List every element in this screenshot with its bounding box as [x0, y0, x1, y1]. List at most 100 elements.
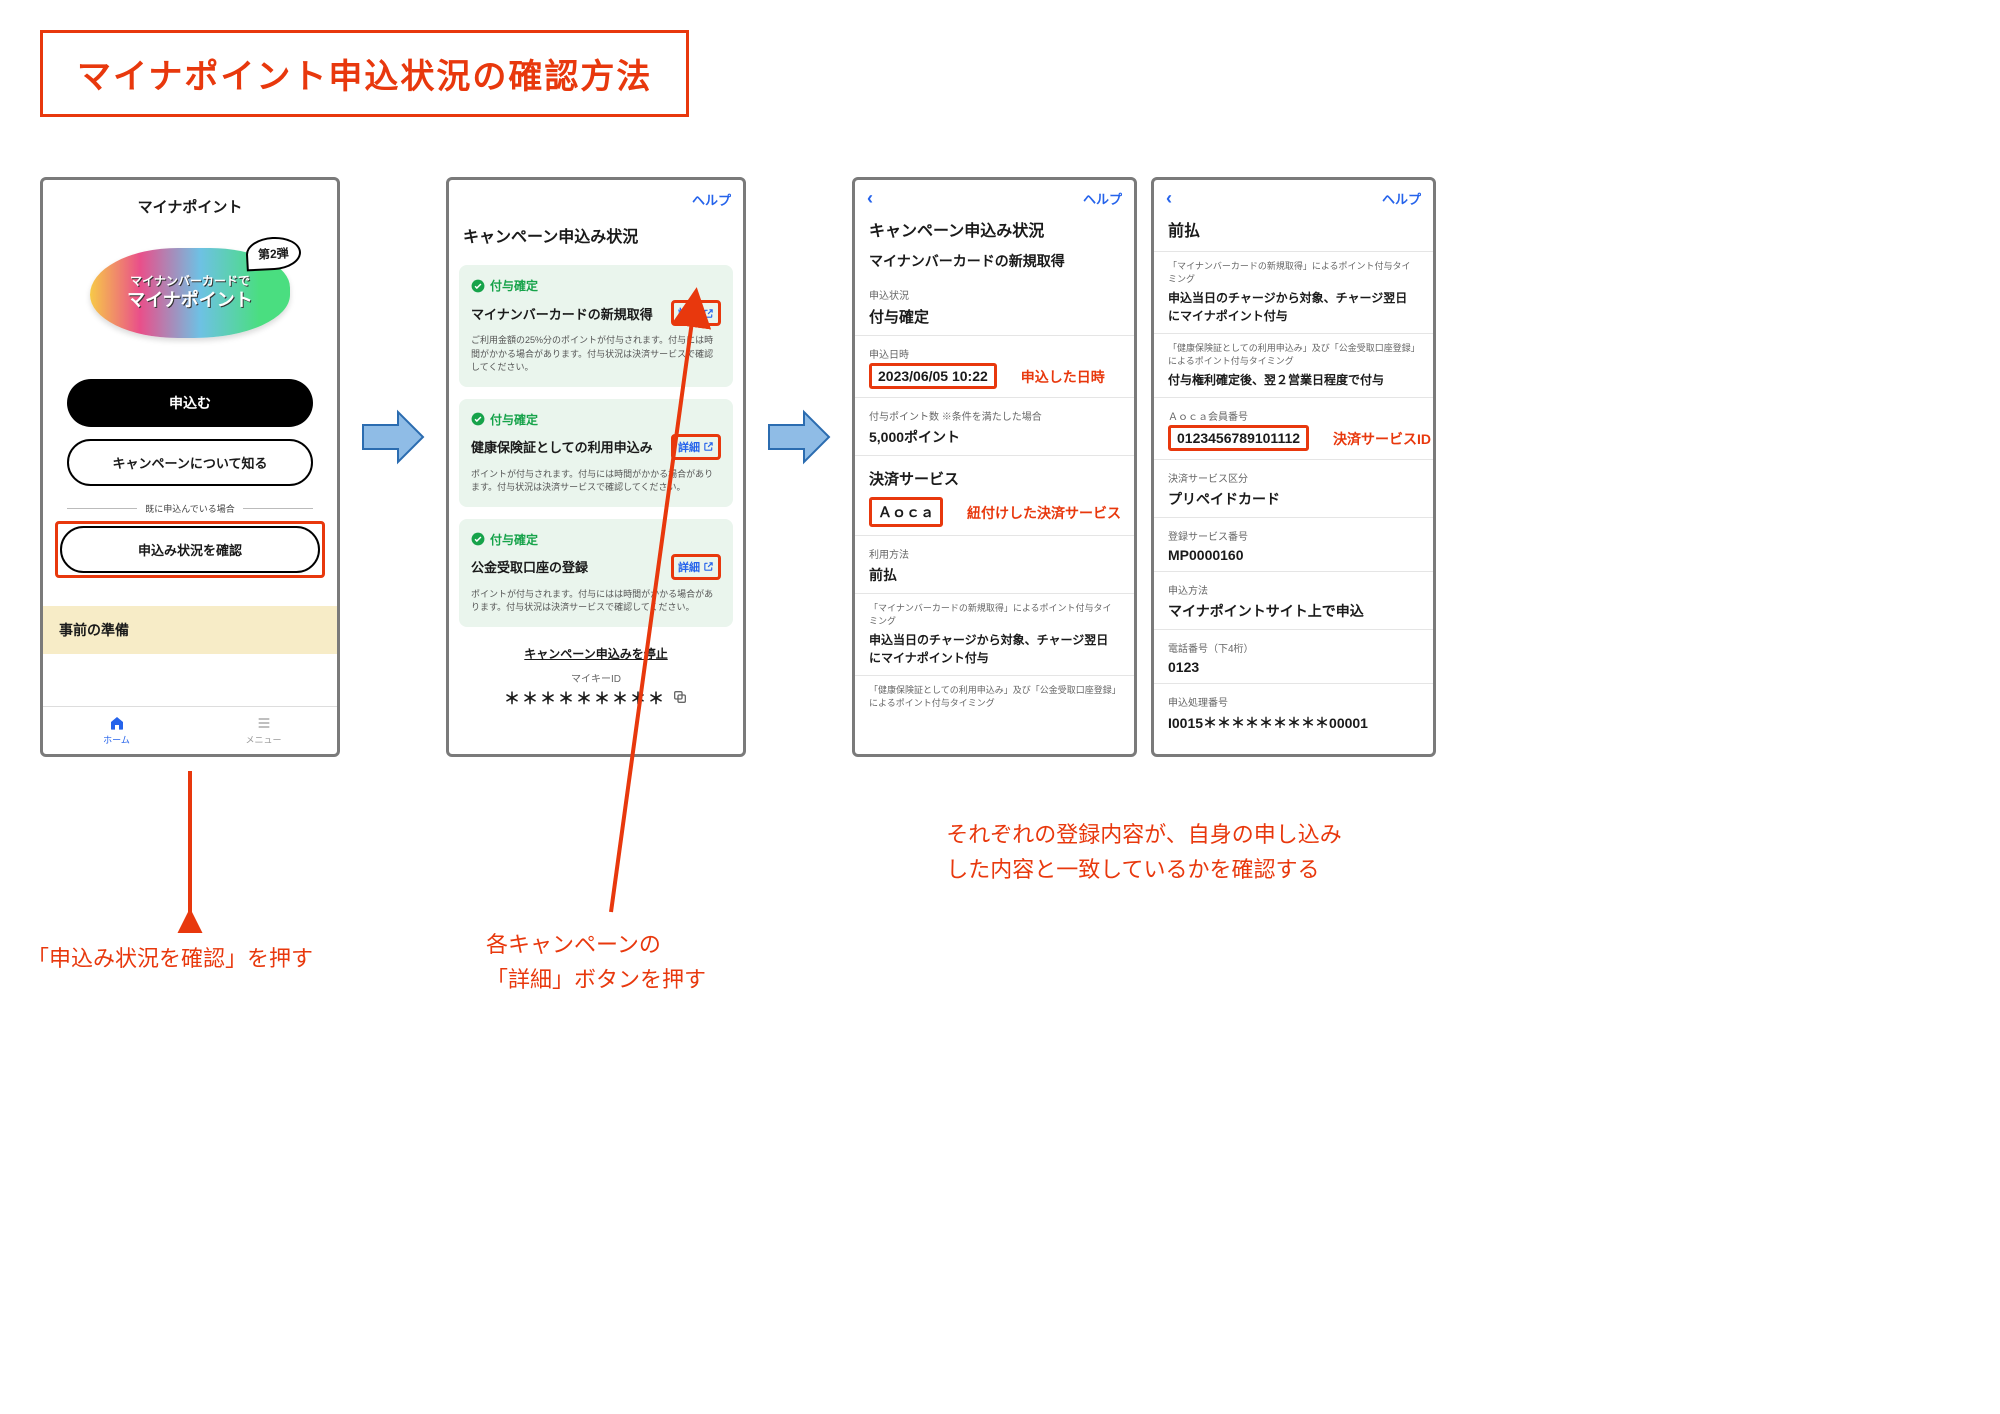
- card1-title: マイナンバーカードの新規取得: [471, 304, 653, 323]
- help-link[interactable]: ヘルプ: [1083, 189, 1122, 208]
- card2-title: 健康保険証としての利用申込み: [471, 437, 653, 456]
- s4-division-label: 決済サービス区分: [1154, 462, 1433, 487]
- s4-division-value: プリペイドカード: [1154, 487, 1433, 515]
- s4-method-label: 申込方法: [1154, 574, 1433, 599]
- card1-desc: ご利用金額の25%分のポイントが付与されます。付与には時間がかかる場合があります…: [471, 334, 721, 375]
- caption-3: それぞれの登録内容が、自身の申し込み した内容と一致しているかを確認する: [946, 817, 1342, 887]
- card2-status: 付与確定: [471, 411, 721, 428]
- s3-points-label: 付与ポイント数 ※条件を満たした場合: [855, 400, 1134, 425]
- card1-status: 付与確定: [471, 277, 721, 294]
- s2-title: キャンペーン申込み状況: [449, 219, 743, 259]
- s3-date-value: 2023/06/05 10:22: [869, 363, 997, 389]
- s3-usage-label: 利用方法: [855, 538, 1134, 563]
- caption-2b: 「詳細」ボタンを押す: [486, 967, 706, 992]
- screen4: ‹ ヘルプ 前払 「マイナンバーカードの新規取得」によるポイント付与タイミング …: [1151, 177, 1436, 757]
- external-icon: [703, 441, 714, 452]
- about-campaign-button[interactable]: キャンペーンについて知る: [67, 439, 313, 486]
- card1-status-text: 付与確定: [490, 277, 538, 294]
- s4-proc-label: 申込処理番号: [1154, 686, 1433, 711]
- caption-2a: 各キャンペーンの: [486, 932, 661, 957]
- tab-menu[interactable]: メニュー: [190, 707, 337, 754]
- help-link[interactable]: ヘルプ: [1382, 189, 1421, 208]
- screen1-column: マイナポイント マイナンバーカードで マイナポイント 第2弾 申込む キャンペー…: [40, 177, 340, 976]
- s4-phone-label: 電話番号（下4桁）: [1154, 632, 1433, 657]
- page-title-box: マイナポイント申込状況の確認方法: [40, 30, 689, 117]
- s3-date-annotation: 申込した日時: [1021, 367, 1105, 387]
- flow-arrow-2: [764, 407, 834, 467]
- s3-status-value: 付与確定: [855, 304, 1134, 333]
- s4-proc-value: I0015＊＊＊＊＊＊＊＊＊00001: [1154, 711, 1433, 739]
- tab-home-label: ホーム: [103, 735, 130, 745]
- screen2-column: ヘルプ キャンペーン申込み状況 付与確定 マイナンバーカードの新規取得 詳細 ご…: [446, 177, 746, 997]
- external-icon: [703, 308, 714, 319]
- s4-svcno-label: 登録サービス番号: [1154, 520, 1433, 545]
- s1-arrow-down: [175, 763, 205, 933]
- card3-detail-label: 詳細: [678, 559, 700, 575]
- s4-note2-value: 付与権利確定後、翌２営業日程度で付与: [1154, 369, 1433, 395]
- back-button[interactable]: ‹: [1166, 188, 1172, 209]
- preparation-section[interactable]: 事前の準備: [43, 606, 337, 654]
- s4-id-annotation: 決済サービスID: [1333, 429, 1431, 449]
- s4-id-value: 0123456789101112: [1168, 425, 1309, 451]
- s3-points-value: 5,000ポイント: [855, 425, 1134, 453]
- screens-3-4-column: ‹ ヘルプ キャンペーン申込み状況 マイナンバーカードの新規取得 申込状況 付与…: [852, 177, 1436, 887]
- card2-detail-label: 詳細: [678, 439, 700, 455]
- logo-line2: マイナポイント: [127, 290, 253, 310]
- screen3: ‹ ヘルプ キャンペーン申込み状況 マイナンバーカードの新規取得 申込状況 付与…: [852, 177, 1137, 757]
- flow-arrow-1: [358, 407, 428, 467]
- apply-button[interactable]: 申込む: [67, 379, 313, 427]
- s3-service-annotation: 紐付けした決済サービス: [967, 503, 1121, 523]
- menu-icon: [255, 715, 273, 731]
- check-icon: [471, 279, 485, 293]
- mynapoint-logo: マイナンバーカードで マイナポイント 第2弾: [85, 243, 295, 343]
- s4-id-label: Ａｏｃａ会員番号: [1154, 400, 1433, 425]
- tab-menu-label: メニュー: [245, 735, 281, 745]
- check-icon: [471, 532, 485, 546]
- campaign-card-2: 付与確定 健康保険証としての利用申込み 詳細 ポイントが付与されます。付与には時…: [459, 399, 733, 507]
- card2-desc: ポイントが付与されます。付与には時間がかかる場合があります。付与状況は決済サービ…: [471, 468, 721, 495]
- tab-home[interactable]: ホーム: [43, 707, 190, 754]
- s4-method-value: マイナポイントサイト上で申込: [1154, 599, 1433, 627]
- help-link[interactable]: ヘルプ: [692, 190, 731, 209]
- card3-detail-button[interactable]: 詳細: [671, 554, 721, 580]
- campaign-card-1: 付与確定 マイナンバーカードの新規取得 詳細 ご利用金額の25%分のポイントが付…: [459, 265, 733, 387]
- confirm-status-button[interactable]: 申込み状況を確認: [60, 526, 320, 573]
- card2-detail-button[interactable]: 詳細: [671, 434, 721, 460]
- card3-status-text: 付与確定: [490, 531, 538, 548]
- s3-title: キャンペーン申込み状況: [855, 213, 1134, 249]
- logo-text: マイナンバーカードで マイナポイント: [127, 274, 253, 313]
- card3-desc: ポイントが付与されます。付与にはは時間がかかる場合があります。付与状況は決済サー…: [471, 588, 721, 615]
- check-icon: [471, 412, 485, 426]
- main-stage: マイナポイント マイナンバーカードで マイナポイント 第2弾 申込む キャンペー…: [40, 177, 1960, 997]
- s2-topbar: ヘルプ: [449, 180, 743, 219]
- s3-note2-label: 「健康保険証としての利用申込み」及び「公金受取口座登録」によるポイント付与タイミ…: [855, 678, 1134, 711]
- s1-header: マイナポイント: [43, 180, 337, 225]
- mykey-label: マイキーID: [449, 670, 743, 685]
- card3-status: 付与確定: [471, 531, 721, 548]
- s3-service-heading: 決済サービス: [855, 458, 1134, 497]
- external-icon: [703, 561, 714, 572]
- logo-line1: マイナンバーカードで: [130, 274, 250, 288]
- screen1: マイナポイント マイナンバーカードで マイナポイント 第2弾 申込む キャンペー…: [40, 177, 340, 757]
- screen2: ヘルプ キャンペーン申込み状況 付与確定 マイナンバーカードの新規取得 詳細 ご…: [446, 177, 746, 757]
- s3-note1-value: 申込当日のチャージから対象、チャージ翌日にマイナポイント付与: [855, 629, 1134, 673]
- caption-3a: それぞれの登録内容が、自身の申し込み: [946, 822, 1342, 847]
- campaign-card-3: 付与確定 公金受取口座の登録 詳細 ポイントが付与されます。付与にはは時間がかか…: [459, 519, 733, 627]
- home-icon: [108, 715, 126, 731]
- card1-detail-label: 詳細: [678, 305, 700, 321]
- caption-2: 各キャンペーンの 「詳細」ボタンを押す: [486, 927, 706, 997]
- back-button[interactable]: ‹: [867, 188, 873, 209]
- stop-campaign-link[interactable]: キャンペーン申込みを停止: [524, 645, 667, 662]
- card2-status-text: 付与確定: [490, 411, 538, 428]
- s3-subtitle: マイナンバーカードの新規取得: [855, 249, 1134, 279]
- tab-bar: ホーム メニュー: [43, 706, 337, 754]
- s4-phone-value: 0123: [1154, 657, 1433, 681]
- caption-1: 「申込み状況を確認」を押す: [27, 941, 313, 976]
- s4-note1-label: 「マイナンバーカードの新規取得」によるポイント付与タイミング: [1154, 254, 1433, 287]
- s4-note2-label: 「健康保険証としての利用申込み」及び「公金受取口座登録」によるポイント付与タイミ…: [1154, 336, 1433, 369]
- copy-icon[interactable]: [672, 689, 688, 705]
- mykey-value: ＊＊＊＊＊＊＊＊＊: [504, 685, 666, 709]
- already-applied-divider: 既に申込んでいる場合: [67, 502, 313, 515]
- card1-detail-button[interactable]: 詳細: [671, 300, 721, 326]
- s4-title: 前払: [1154, 213, 1433, 249]
